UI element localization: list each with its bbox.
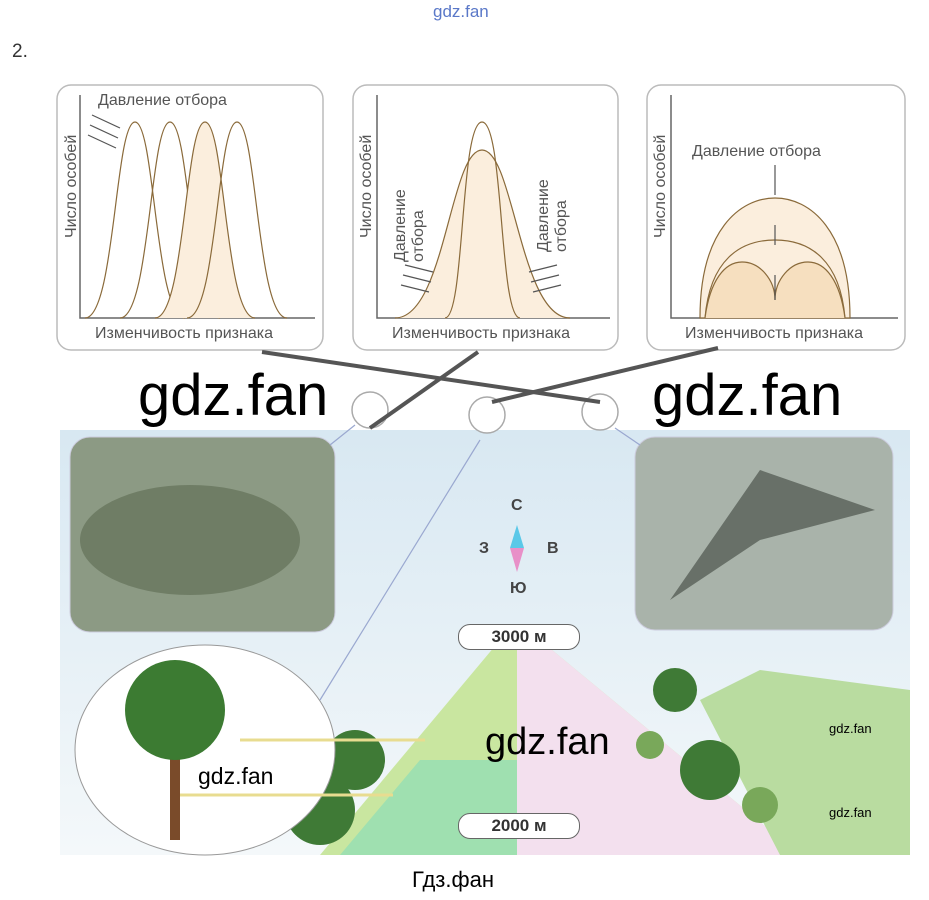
moth: [670, 470, 875, 600]
answer-line: [368, 350, 480, 430]
x-axis-label: Изменчивость признака: [392, 325, 570, 342]
compass-label: С: [511, 497, 523, 514]
watermark: gdz.fan: [433, 2, 489, 21]
watermark: gdz.fan: [198, 763, 274, 789]
y-axis-label: Число особей: [652, 134, 669, 238]
curve: [186, 121, 288, 319]
curve: [394, 149, 571, 319]
watermark: gdz.fan: [138, 363, 329, 428]
arrow: [400, 264, 434, 293]
curve: [444, 121, 521, 319]
compass-south: [510, 548, 524, 572]
x-axis-label: Изменчивость признака: [685, 325, 863, 342]
curve: [84, 121, 186, 319]
watermark: gdz.fan: [485, 721, 610, 763]
y-axis-label: Число особей: [63, 134, 80, 238]
watermark: gdz.fan: [652, 363, 843, 428]
answer-circle: [581, 393, 619, 431]
annotation: Давление отбора: [535, 179, 570, 252]
answer-circle: [468, 396, 506, 434]
x-axis-label: Изменчивость признака: [95, 325, 273, 342]
pointer: [329, 424, 356, 446]
answer-circle: [351, 391, 389, 429]
watermark: gdz.fan: [829, 721, 872, 736]
curve: [154, 121, 256, 319]
annotation: Давление отбора: [392, 189, 427, 262]
pointer: [614, 427, 641, 446]
answer-line: [261, 350, 601, 404]
compass-north: [510, 525, 524, 548]
altitude-label: 3000 м: [458, 624, 580, 650]
tree-crown: [125, 660, 225, 760]
arrow: [87, 114, 121, 149]
task-number: 2.: [12, 41, 28, 62]
watermark: gdz.fan: [829, 805, 872, 820]
hill: [700, 670, 910, 855]
answer-line: [491, 346, 719, 404]
trunk: [170, 720, 180, 840]
altitude-label: 2000 м: [458, 813, 580, 839]
compass-label: З: [479, 540, 490, 557]
y-axis-label: Число особей: [358, 134, 375, 238]
compass-label: В: [547, 540, 559, 557]
annotation: Давление отбора: [692, 143, 821, 160]
pointer: [319, 439, 481, 701]
arrow: [528, 264, 562, 293]
compass-label: Ю: [510, 580, 527, 597]
footer: Гдз.фан: [412, 867, 494, 892]
tuatara: [80, 485, 300, 595]
annotation: Давление отбора: [98, 92, 227, 109]
